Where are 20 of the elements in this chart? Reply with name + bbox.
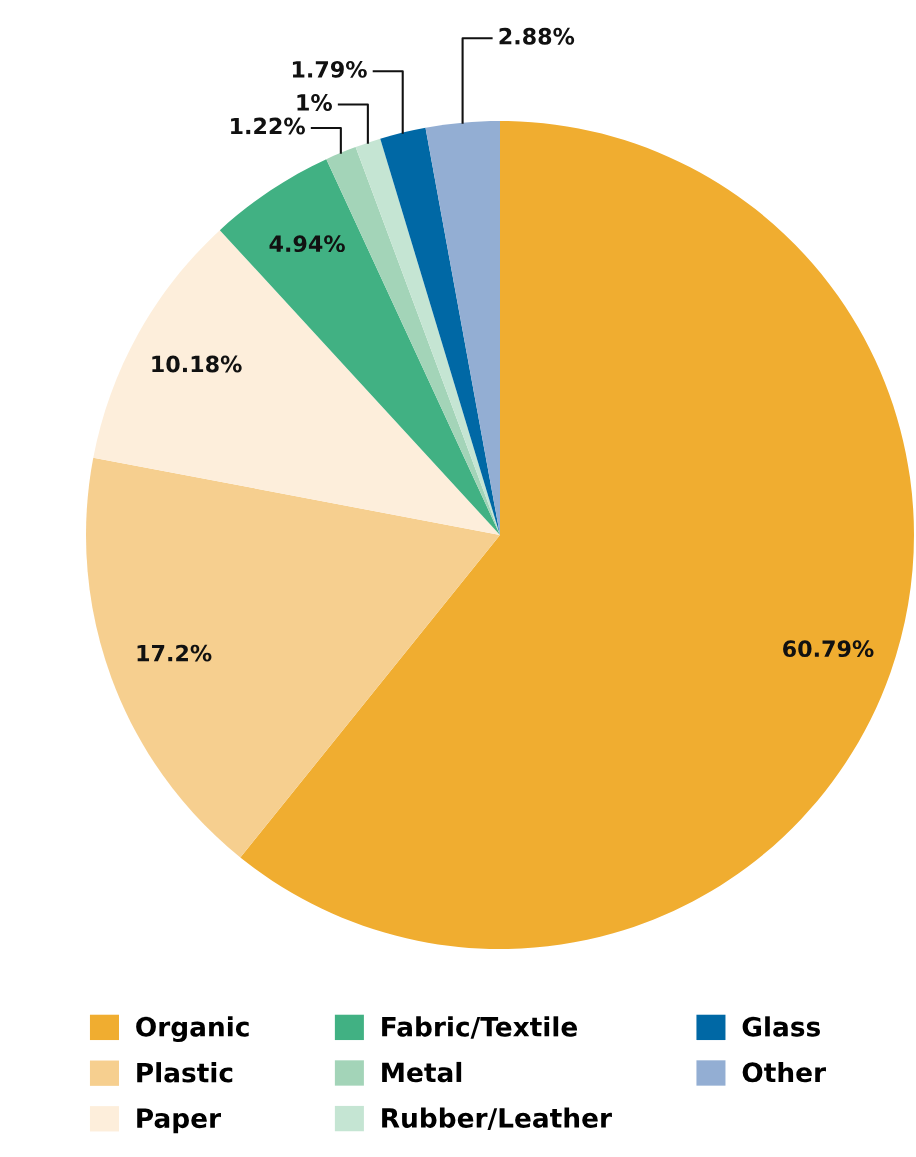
- data-label: 4.94%: [269, 235, 345, 253]
- pie-slice: [425, 121, 500, 535]
- legend-label: Plastic: [137, 1062, 233, 1083]
- legend-label: Glass: [742, 1016, 820, 1037]
- pie-slice: [86, 457, 500, 858]
- data-label: 1%: [297, 94, 332, 111]
- data-label: 60.79%: [783, 640, 874, 658]
- data-label: 1.22%: [231, 117, 305, 135]
- legend-label: Metal: [382, 1061, 462, 1083]
- data-label: 10.18%: [152, 355, 242, 373]
- legend-label: Paper: [137, 1108, 221, 1134]
- legend-label: Organic: [136, 1016, 249, 1043]
- pie-slice: [380, 127, 500, 535]
- data-label: 1.79%: [292, 60, 367, 78]
- legend-label: Other: [742, 1061, 826, 1083]
- legend-label: Fabric/Textile: [382, 1016, 577, 1039]
- data-label: 17.2%: [137, 644, 212, 662]
- data-label: 2.88%: [499, 27, 575, 45]
- pie-slice: [93, 230, 500, 535]
- legend-label: Rubber/Leather: [382, 1107, 612, 1131]
